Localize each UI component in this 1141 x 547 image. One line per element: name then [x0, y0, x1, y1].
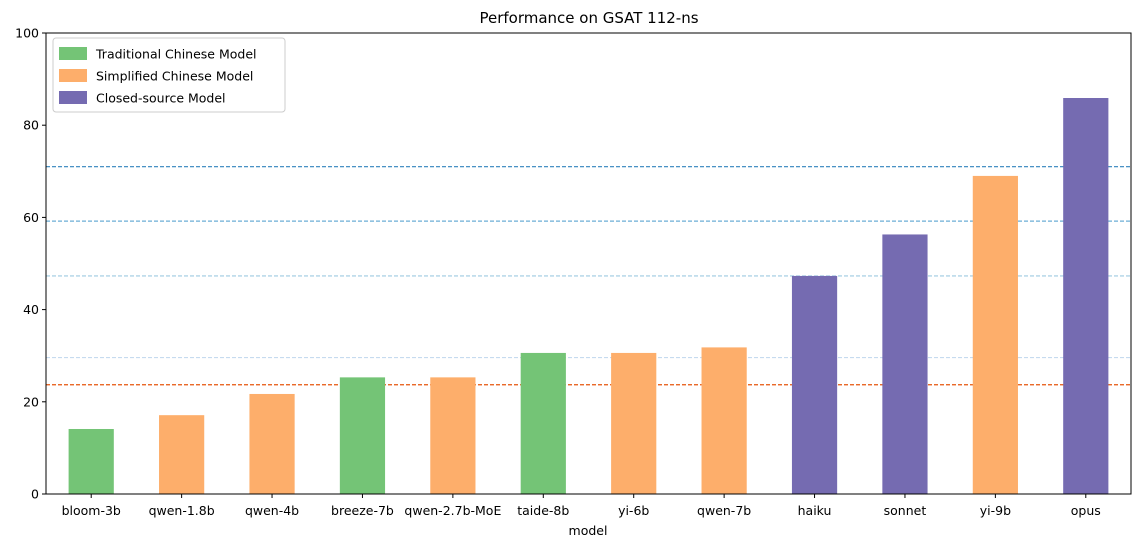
x-tick-label-qwen-1.8b: qwen-1.8b: [149, 503, 215, 518]
bar-sonnet: [882, 234, 928, 494]
legend-swatch-simplified: [59, 69, 87, 82]
y-axis: 0 20 40 60 80 100: [15, 26, 46, 502]
x-tick-label-qwen-7b: qwen-7b: [697, 503, 751, 518]
bar-yi-6b: [611, 352, 657, 494]
x-tick-label-haiku: haiku: [798, 503, 832, 518]
x-axis-label: model: [569, 523, 608, 538]
legend-label-traditional: Traditional Chinese Model: [95, 47, 257, 62]
legend-swatch-closed: [59, 91, 87, 104]
reference-lines: [46, 166, 1131, 386]
x-tick-label-yi-9b: yi-9b: [980, 503, 1011, 518]
bar-qwen-7b: [701, 347, 747, 494]
y-tick-label-100: 100: [15, 26, 39, 41]
x-axis: bloom-3b qwen-1.8b qwen-4b breeze-7b qwen-2.…: [62, 494, 1101, 518]
x-tick-label-sonnet: sonnet: [884, 503, 927, 518]
x-tick-label-taide-8b: taide-8b: [517, 503, 569, 518]
y-tick-label-80: 80: [23, 118, 39, 133]
legend-label-simplified: Simplified Chinese Model: [96, 69, 253, 84]
y-tick-label-60: 60: [23, 210, 39, 225]
y-tick-label-20: 20: [23, 394, 39, 409]
legend-box: [52, 37, 286, 113]
x-tick-label-qwen-4b: qwen-4b: [245, 503, 299, 518]
plot-frame: [45, 32, 1132, 495]
legend: Traditional Chinese Model Simplified Chin…: [52, 37, 286, 113]
bar-breeze-7b: [339, 377, 386, 494]
bar-taide-8b: [520, 352, 566, 494]
x-tick-label-breeze-7b: breeze-7b: [331, 503, 394, 518]
y-tick-label-40: 40: [23, 302, 39, 317]
bar-qwen-4b: [249, 393, 295, 494]
bar-qwen-2.7b-MoE: [430, 377, 476, 494]
bar-opus: [1063, 98, 1109, 494]
x-tick-label-bloom-3b: bloom-3b: [62, 503, 121, 518]
x-tick-label-opus: opus: [1071, 503, 1101, 518]
bar-bloom-3b: [68, 428, 114, 494]
legend-label-closed: Closed-source Model: [96, 91, 226, 106]
bars: [68, 98, 1109, 494]
chart-title: Performance on GSAT 112-ns: [479, 9, 698, 27]
bar-yi-9b: [972, 175, 1018, 494]
bar-haiku: [791, 275, 838, 494]
legend-swatch-traditional: [59, 47, 87, 60]
x-tick-label-yi-6b: yi-6b: [618, 503, 649, 518]
x-tick-label-qwen-2.7b-MoE: qwen-2.7b-MoE: [404, 503, 501, 518]
bar-qwen-1.8b: [159, 415, 205, 494]
y-tick-label-0: 0: [31, 487, 39, 502]
